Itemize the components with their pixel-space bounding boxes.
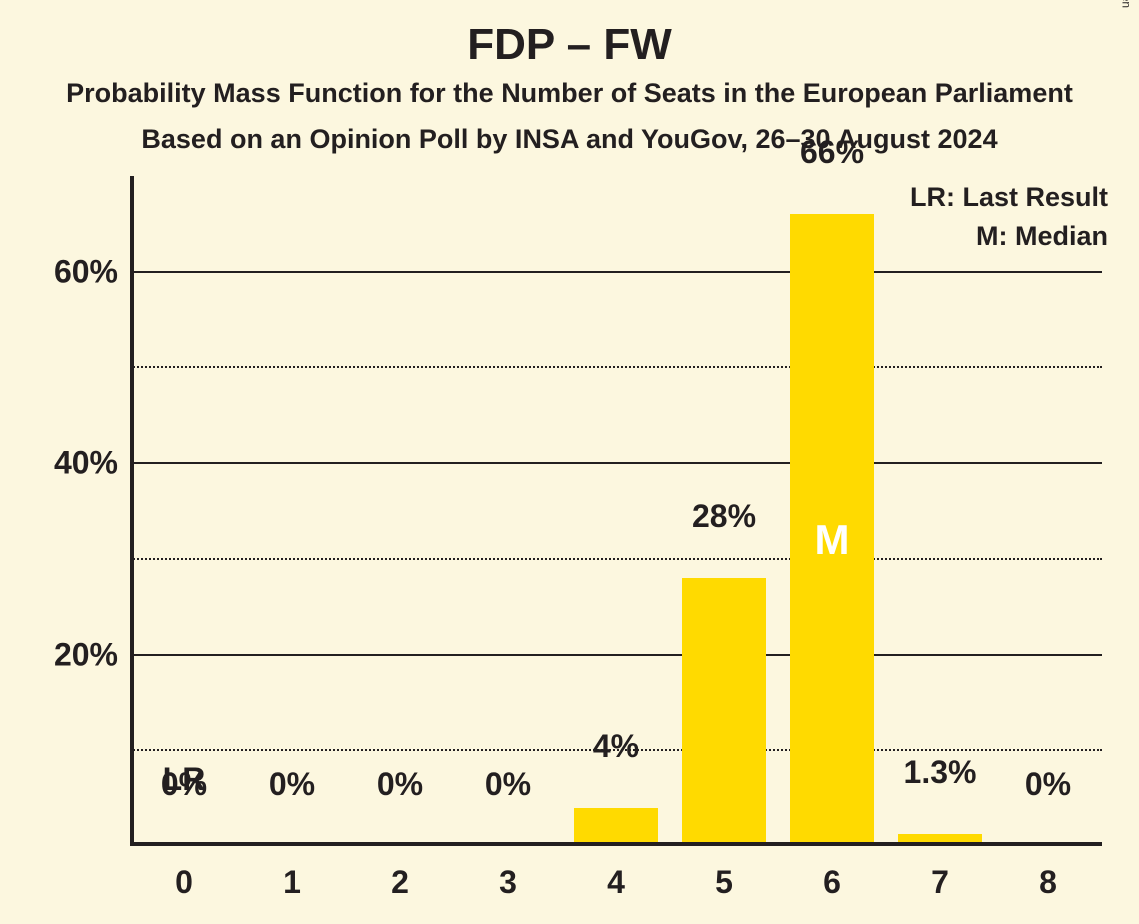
copyright-text: © 2024 Filip van Laenen	[1119, 0, 1133, 8]
y-tick-label: 20%	[54, 636, 130, 673]
bar-value-label: 0%	[485, 766, 531, 803]
y-tick-label: 60%	[54, 253, 130, 290]
x-tick-label: 0	[175, 846, 193, 901]
x-tick-label: 2	[391, 846, 409, 901]
chart-title: FDP – FW	[0, 20, 1139, 70]
median-annotation: M	[815, 516, 850, 564]
x-tick-label: 6	[823, 846, 841, 901]
bar-value-label: 0%	[1025, 766, 1071, 803]
chart-subtitle-2: Based on an Opinion Poll by INSA and You…	[0, 124, 1139, 155]
bar-value-label: 28%	[692, 498, 756, 535]
bar	[574, 808, 657, 846]
bar-value-label: 66%	[800, 134, 864, 171]
chart-subtitle-1: Probability Mass Function for the Number…	[0, 78, 1139, 109]
y-tick-label: 40%	[54, 445, 130, 482]
last-result-annotation: LR	[163, 761, 206, 798]
x-tick-label: 4	[607, 846, 625, 901]
x-tick-label: 3	[499, 846, 517, 901]
bar-value-label: 0%	[377, 766, 423, 803]
bar-value-label: 0%	[269, 766, 315, 803]
x-tick-label: 1	[283, 846, 301, 901]
bar-value-label: 4%	[593, 728, 639, 765]
x-tick-label: 8	[1039, 846, 1057, 901]
figure: © 2024 Filip van Laenen FDP – FW Probabi…	[0, 0, 1139, 924]
plot-area: 20%40%60% 012345678 0%0%0%0%4%28%66%1.3%…	[130, 176, 1102, 846]
bar	[682, 578, 765, 846]
x-tick-label: 5	[715, 846, 733, 901]
x-tick-label: 7	[931, 846, 949, 901]
y-axis-line	[130, 176, 134, 846]
bar-value-label: 1.3%	[904, 754, 977, 791]
